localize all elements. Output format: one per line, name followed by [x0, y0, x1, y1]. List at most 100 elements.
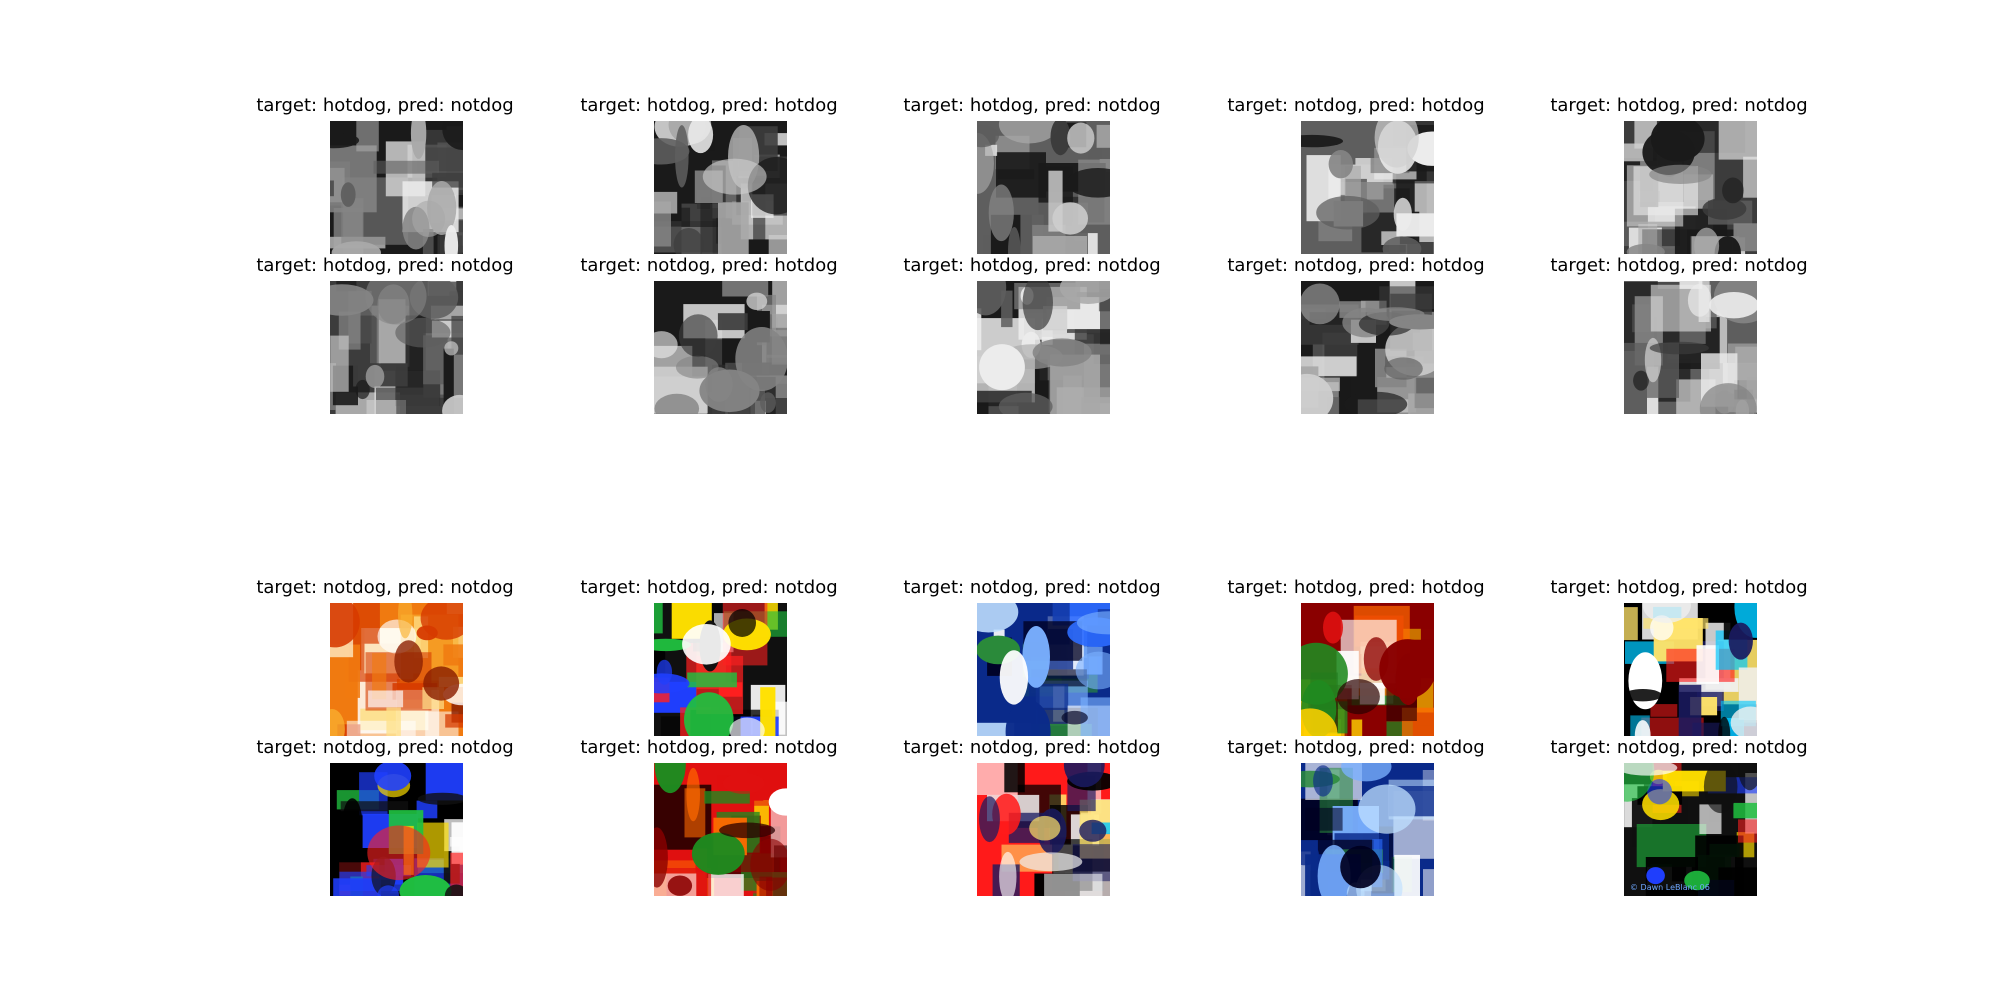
- photo-region: [654, 191, 678, 214]
- photo-blob: [423, 666, 460, 701]
- thumbnail-image: [977, 763, 1110, 896]
- photo-blob: [979, 344, 1025, 391]
- cell-title: target: hotdog, pred: notdog: [256, 95, 514, 116]
- photo-region: [1733, 802, 1757, 819]
- photo-region: [373, 160, 439, 174]
- cell-title: target: hotdog, pred: notdog: [580, 577, 838, 598]
- photo-blob: [1316, 195, 1380, 230]
- bun-on-plate-photo: [654, 121, 787, 254]
- cell-title: target: hotdog, pred: notdog: [580, 737, 838, 758]
- photo-blob: [760, 392, 776, 413]
- photo-blob: [656, 659, 673, 685]
- photo-blob: [365, 281, 427, 325]
- photo-blob: [719, 822, 776, 839]
- photo-blob: [1301, 283, 1340, 325]
- cell-title: target: hotdog, pred: notdog: [256, 255, 514, 276]
- cell-title: target: hotdog, pred: notdog: [1227, 737, 1485, 758]
- photo-blob: [420, 603, 463, 640]
- photo-region: [422, 229, 434, 254]
- cell-title: target: hotdog, pred: hotdog: [1550, 577, 1808, 598]
- photo-blob: [1076, 611, 1110, 635]
- photo-region: [1624, 607, 1638, 641]
- photo-blob: [1341, 763, 1392, 782]
- photo-blob: [1702, 197, 1747, 220]
- cell-title: target: hotdog, pred: notdog: [903, 255, 1161, 276]
- photo-blob: [1075, 651, 1110, 690]
- photo-region: [451, 702, 463, 723]
- photo-blob: [1393, 197, 1412, 231]
- photo-blob: [394, 640, 423, 683]
- photo-region: [330, 180, 334, 197]
- thumbnail-image: [654, 763, 787, 896]
- photo-blob: [1061, 710, 1088, 725]
- photo-blob: [1052, 202, 1088, 235]
- photo-blob: [331, 241, 381, 254]
- thumbnail-image: © Dawn LeBlanc 06: [1624, 763, 1757, 896]
- photo-blob: [1730, 706, 1757, 736]
- photo-blob: [1384, 357, 1423, 380]
- cell-title: target: hotdog, pred: hotdog: [1227, 577, 1485, 598]
- photo-blob: [675, 355, 719, 379]
- photo-blob: [977, 603, 1019, 633]
- photo-blob: [1363, 637, 1389, 681]
- cell-title: target: notdog, pred: notdog: [256, 737, 514, 758]
- photo-blob: [330, 709, 345, 736]
- man-with-hotdog-photo: [1624, 281, 1757, 414]
- photo-blob: [1649, 164, 1712, 184]
- photo-blob: [412, 200, 446, 237]
- photo-blob: [1646, 867, 1665, 885]
- cell-title: target: notdog, pred: notdog: [1550, 737, 1808, 758]
- photo-region: [708, 874, 744, 896]
- photo-blob: [999, 851, 1017, 896]
- photo-region: [1096, 124, 1110, 148]
- night-street-person-photo: [654, 603, 787, 736]
- cell-title: target: notdog, pred: notdog: [256, 577, 514, 598]
- photo-blob: [1022, 281, 1053, 331]
- photo-blob: [1734, 603, 1757, 638]
- photo-blob: [686, 767, 700, 822]
- photo-blob: [654, 331, 678, 359]
- photo-blob: [444, 884, 463, 896]
- hand-with-grill-food-photo: [330, 121, 463, 254]
- photo-blob: [699, 369, 760, 413]
- photo-region: [1743, 156, 1757, 198]
- photo-region: [1718, 121, 1757, 160]
- photo-blob: [1642, 603, 1691, 623]
- boy-with-plate-photo: [1624, 603, 1757, 736]
- photo-region: [360, 315, 377, 366]
- photo-region: [368, 690, 404, 708]
- photo-region: [977, 308, 982, 351]
- cell-title: target: hotdog, pred: notdog: [903, 95, 1161, 116]
- photo-region: [1044, 873, 1103, 896]
- photo-blob: [1684, 870, 1710, 891]
- thumbnail-image: [1624, 121, 1757, 254]
- photo-blob: [746, 292, 768, 310]
- thumbnail-image: [977, 281, 1110, 414]
- photo-blob: [442, 121, 463, 151]
- photo-blob: [1022, 626, 1050, 688]
- thumbnail-image: [1301, 763, 1434, 896]
- photo-region: [372, 653, 387, 700]
- photo-blob: [654, 763, 686, 794]
- photo-region: [1733, 223, 1757, 252]
- photo-blob: [1323, 611, 1343, 644]
- photo-blob: [654, 638, 691, 652]
- eating-contest-photo: [977, 281, 1110, 414]
- thumbnail-image: [654, 603, 787, 736]
- photo-region: [1423, 869, 1434, 896]
- photo-region: [443, 644, 463, 666]
- food-tray-photo: [1301, 281, 1434, 414]
- photo-region: [1001, 290, 1013, 328]
- photo-blob: [1067, 122, 1095, 154]
- photo-region: [695, 848, 707, 896]
- man-eating-photo: [1301, 121, 1434, 254]
- photo-region: [1643, 618, 1709, 629]
- photo-blob: [1694, 227, 1720, 254]
- photo-blob: [1328, 150, 1353, 179]
- photo-region: [700, 196, 713, 254]
- photo-blob: [768, 788, 787, 816]
- photo-blob: [374, 763, 412, 791]
- photo-blob: [1029, 815, 1061, 841]
- photo-blob: [1059, 281, 1110, 304]
